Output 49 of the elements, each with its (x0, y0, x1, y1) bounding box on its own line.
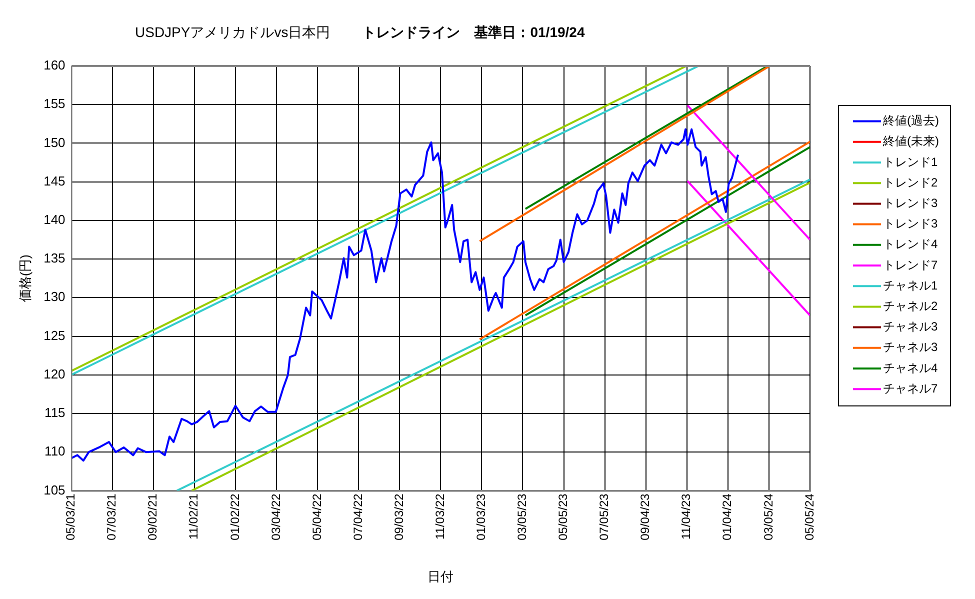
y-tick-label: 120 (44, 366, 66, 382)
chart-title: USDJPYアメリカドルvs日本円 (135, 24, 330, 40)
y-tick-label: 115 (44, 405, 66, 420)
x-tick-label: 11/04/23 (679, 493, 694, 540)
legend-label: トレンド3 (883, 196, 938, 210)
legend-label: トレンド7 (883, 258, 938, 272)
x-tick-label: 09/02/21 (146, 493, 160, 540)
y-tick-label: 150 (44, 134, 66, 150)
legend-label: 終値(未来) (882, 134, 939, 148)
legend-label: チャネル1 (883, 278, 938, 292)
x-tick-label: 01/04/24 (720, 493, 734, 540)
x-tick-label: 03/05/23 (515, 493, 530, 540)
x-tick-label: 01/03/23 (474, 493, 488, 540)
y-tick-label: 110 (44, 444, 66, 459)
x-tick-label: 01/02/22 (228, 493, 242, 540)
x-tick-label: 11/02/21 (186, 493, 201, 540)
chart-subtitle: トレンドライン 基準日：01/19/24 (362, 24, 585, 40)
legend-label: チャネル3 (883, 340, 938, 354)
y-tick-label: 145 (44, 173, 66, 188)
y-axis-title: 価格(円) (17, 254, 32, 302)
legend-label: トレンド4 (883, 237, 938, 252)
x-tick-label: 05/03/21 (64, 493, 78, 540)
legend-label: チャネル2 (883, 299, 938, 314)
y-tick-label: 130 (44, 289, 66, 304)
x-tick-label: 05/04/22 (310, 493, 324, 540)
legend-label: チャネル7 (883, 381, 938, 396)
x-tick-label: 09/03/22 (392, 493, 406, 540)
legend-label: チャネル4 (883, 360, 938, 375)
x-tick-label: 05/05/23 (556, 493, 570, 540)
y-tick-label: 160 (44, 58, 66, 73)
y-tick-label: 135 (44, 250, 66, 266)
x-tick-label: 07/05/23 (597, 493, 612, 540)
legend-label: トレンド1 (883, 154, 938, 169)
x-tick-label: 07/03/21 (104, 493, 119, 540)
x-tick-label: 09/04/23 (638, 493, 652, 540)
x-tick-label: 05/05/24 (802, 493, 816, 540)
legend-label: 終値(過去) (882, 114, 939, 128)
x-tick-label: 11/03/22 (432, 493, 447, 540)
x-axis-title: 日付 (428, 568, 454, 584)
y-tick-label: 155 (44, 96, 66, 112)
y-tick-label: 125 (44, 328, 66, 343)
x-tick-label: 03/05/24 (761, 493, 776, 540)
x-tick-label: 03/04/22 (268, 493, 283, 540)
legend-label: チャネル3 (883, 320, 938, 334)
y-tick-label: 140 (44, 212, 66, 228)
y-tick-label: 105 (44, 482, 66, 498)
x-tick-label: 07/04/22 (350, 493, 365, 540)
legend-label: トレンド2 (883, 175, 938, 190)
legend-label: トレンド3 (883, 216, 938, 231)
